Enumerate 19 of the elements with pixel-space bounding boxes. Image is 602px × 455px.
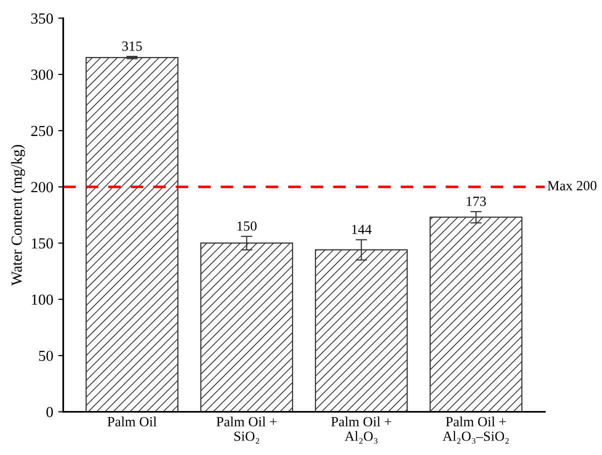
y-tick-label: 50 [39,350,53,361]
y-tick-label: 0 [46,406,53,418]
y-tick-label: 250 [31,126,53,136]
x-tick-label: Palm Oil + SiO₂ [216,416,277,444]
data-label: 150 [237,221,257,231]
x-tick-label: Palm Oil + Al₂O₃ [331,416,392,444]
ref-line-label: Max 200 [548,180,596,190]
data-label: 144 [352,224,372,234]
bar [86,57,178,412]
y-axis-title: Water Content (mg/kg) [11,144,26,286]
y-tick-label: 100 [32,294,53,305]
y-tick-label: 150 [32,238,53,249]
x-tick-label: Palm Oil [108,416,157,426]
data-label: 315 [122,42,142,51]
y-tick-label: 350 [31,13,53,24]
data-label: 173 [466,196,486,206]
x-tick-label: Palm Oil + Al₂O₃–SiO₂ [442,416,509,444]
y-tick-label: 200 [31,182,53,192]
y-tick-label: 300 [31,70,53,80]
